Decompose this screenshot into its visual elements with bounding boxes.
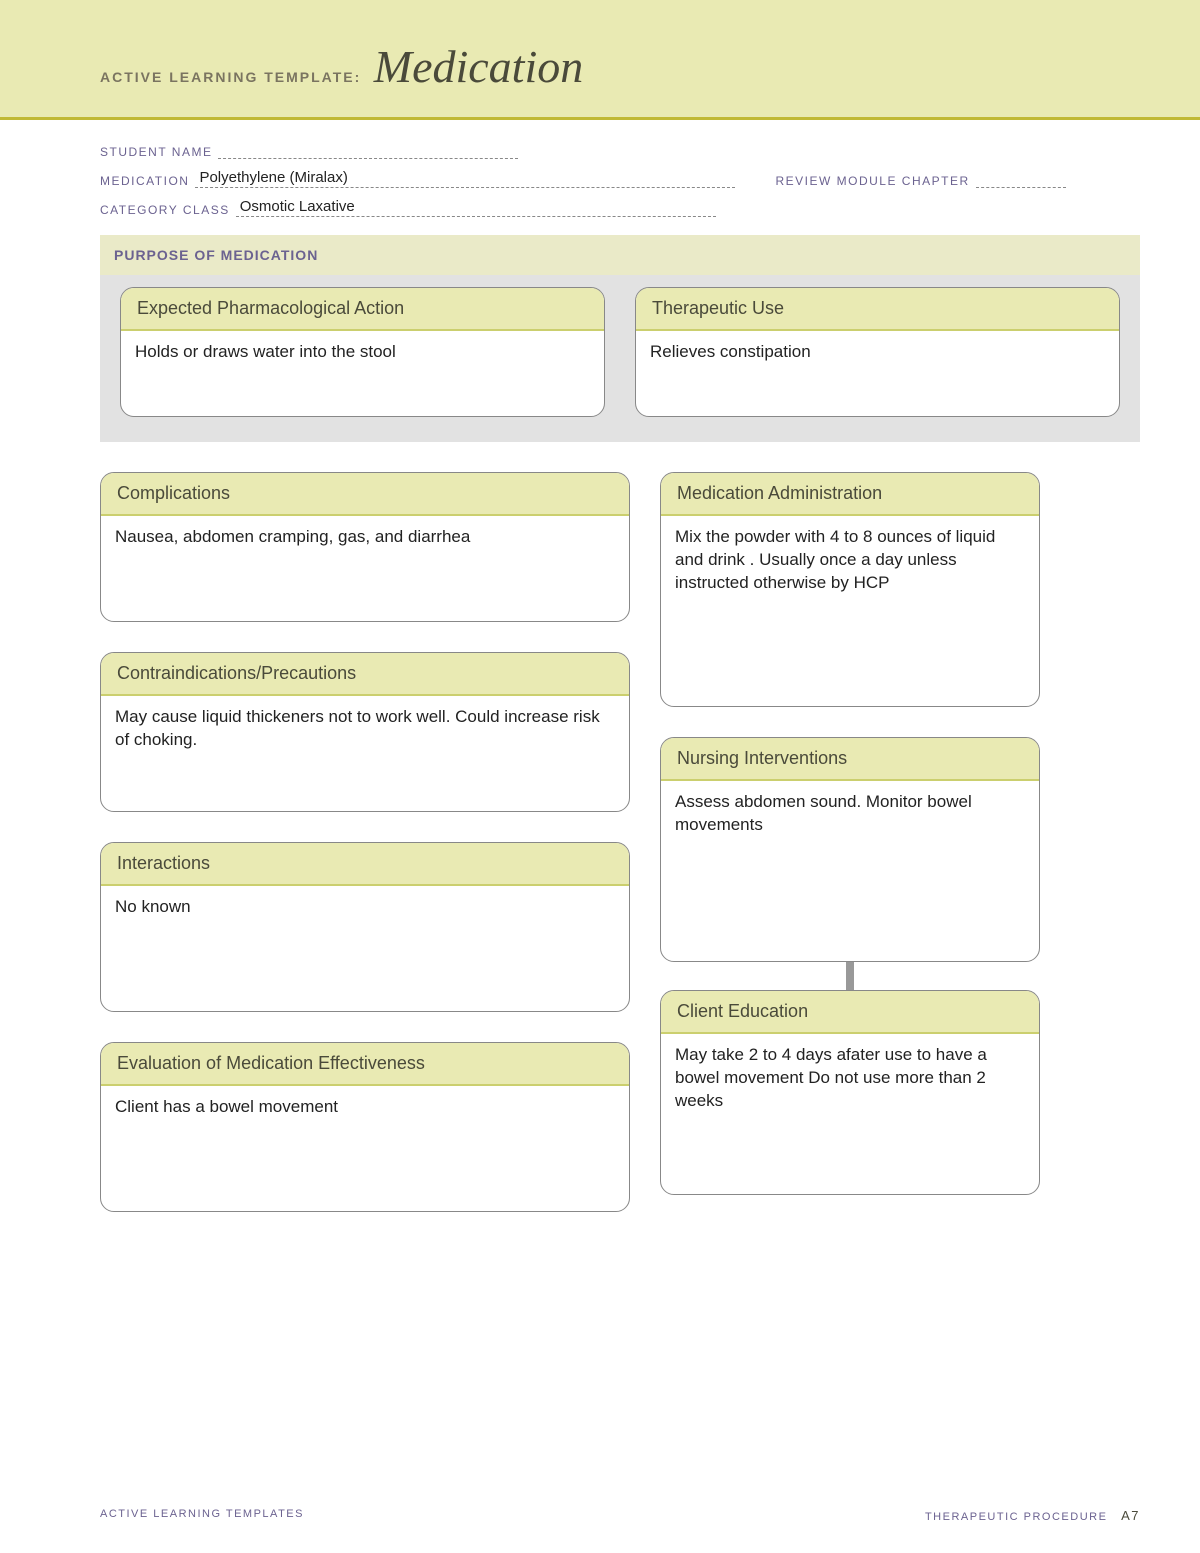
student-name-label: STUDENT NAME	[100, 145, 212, 159]
medication-label: MEDICATION	[100, 174, 189, 188]
evaluation-title: Evaluation of Medication Effectiveness	[101, 1043, 629, 1086]
client-ed-body[interactable]: May take 2 to 4 days afater use to have …	[661, 1034, 1039, 1123]
nursing-body[interactable]: Assess abdomen sound. Monitor bowel move…	[661, 781, 1039, 847]
contraindications-body[interactable]: May cause liquid thickeners not to work …	[101, 696, 629, 762]
review-module-label: REVIEW MODULE CHAPTER	[775, 174, 969, 188]
footer-right-text: THERAPEUTIC PROCEDURE	[925, 1511, 1107, 1523]
nursing-title: Nursing Interventions	[661, 738, 1039, 781]
pharm-action-body[interactable]: Holds or draws water into the stool	[121, 331, 604, 374]
interactions-box: Interactions No known	[100, 842, 630, 1012]
pharm-action-title: Expected Pharmacological Action	[121, 288, 604, 331]
evaluation-box: Evaluation of Medication Effectiveness C…	[100, 1042, 630, 1212]
header-title: Medication	[374, 41, 584, 92]
administration-body[interactable]: Mix the powder with 4 to 8 ounces of liq…	[661, 516, 1039, 605]
footer-right: THERAPEUTIC PROCEDURE A7	[925, 1508, 1140, 1523]
footer: ACTIVE LEARNING TEMPLATES THERAPEUTIC PR…	[100, 1508, 1140, 1523]
review-row: REVIEW MODULE CHAPTER	[775, 169, 1065, 188]
administration-box: Medication Administration Mix the powder…	[660, 472, 1040, 707]
category-row: CATEGORY CLASS Osmotic Laxative	[100, 198, 1140, 217]
medication-row: MEDICATION Polyethylene (Miralax)	[100, 169, 735, 188]
therapeutic-body[interactable]: Relieves constipation	[636, 331, 1119, 374]
content-area: STUDENT NAME MEDICATION Polyethylene (Mi…	[0, 120, 1200, 1212]
category-label: CATEGORY CLASS	[100, 203, 230, 217]
therapeutic-box: Therapeutic Use Relieves constipation	[635, 287, 1120, 417]
nursing-box: Nursing Interventions Assess abdomen sou…	[660, 737, 1040, 962]
footer-left: ACTIVE LEARNING TEMPLATES	[100, 1508, 304, 1523]
category-input[interactable]: Osmotic Laxative	[236, 198, 716, 217]
pharm-action-box: Expected Pharmacological Action Holds or…	[120, 287, 605, 417]
contraindications-box: Contraindications/Precautions May cause …	[100, 652, 630, 812]
student-name-input[interactable]	[218, 157, 518, 159]
purpose-container: Expected Pharmacological Action Holds or…	[100, 275, 1140, 442]
evaluation-body[interactable]: Client has a bowel movement	[101, 1086, 629, 1129]
connector-line	[846, 962, 854, 990]
interactions-title: Interactions	[101, 843, 629, 886]
complications-body[interactable]: Nausea, abdomen cramping, gas, and diarr…	[101, 516, 629, 559]
client-ed-title: Client Education	[661, 991, 1039, 1034]
review-module-input[interactable]	[976, 186, 1066, 188]
complications-title: Complications	[101, 473, 629, 516]
page-number: A7	[1121, 1508, 1140, 1523]
header-prefix: ACTIVE LEARNING TEMPLATE:	[100, 69, 361, 85]
complications-box: Complications Nausea, abdomen cramping, …	[100, 472, 630, 622]
student-name-row: STUDENT NAME	[100, 145, 1140, 159]
header-band: ACTIVE LEARNING TEMPLATE: Medication	[0, 0, 1200, 120]
contraindications-title: Contraindications/Precautions	[101, 653, 629, 696]
medication-input[interactable]: Polyethylene (Miralax)	[195, 169, 735, 188]
administration-title: Medication Administration	[661, 473, 1039, 516]
client-ed-box: Client Education May take 2 to 4 days af…	[660, 990, 1040, 1195]
purpose-section-label: PURPOSE OF MEDICATION	[100, 235, 1140, 275]
interactions-body[interactable]: No known	[101, 886, 629, 929]
therapeutic-title: Therapeutic Use	[636, 288, 1119, 331]
